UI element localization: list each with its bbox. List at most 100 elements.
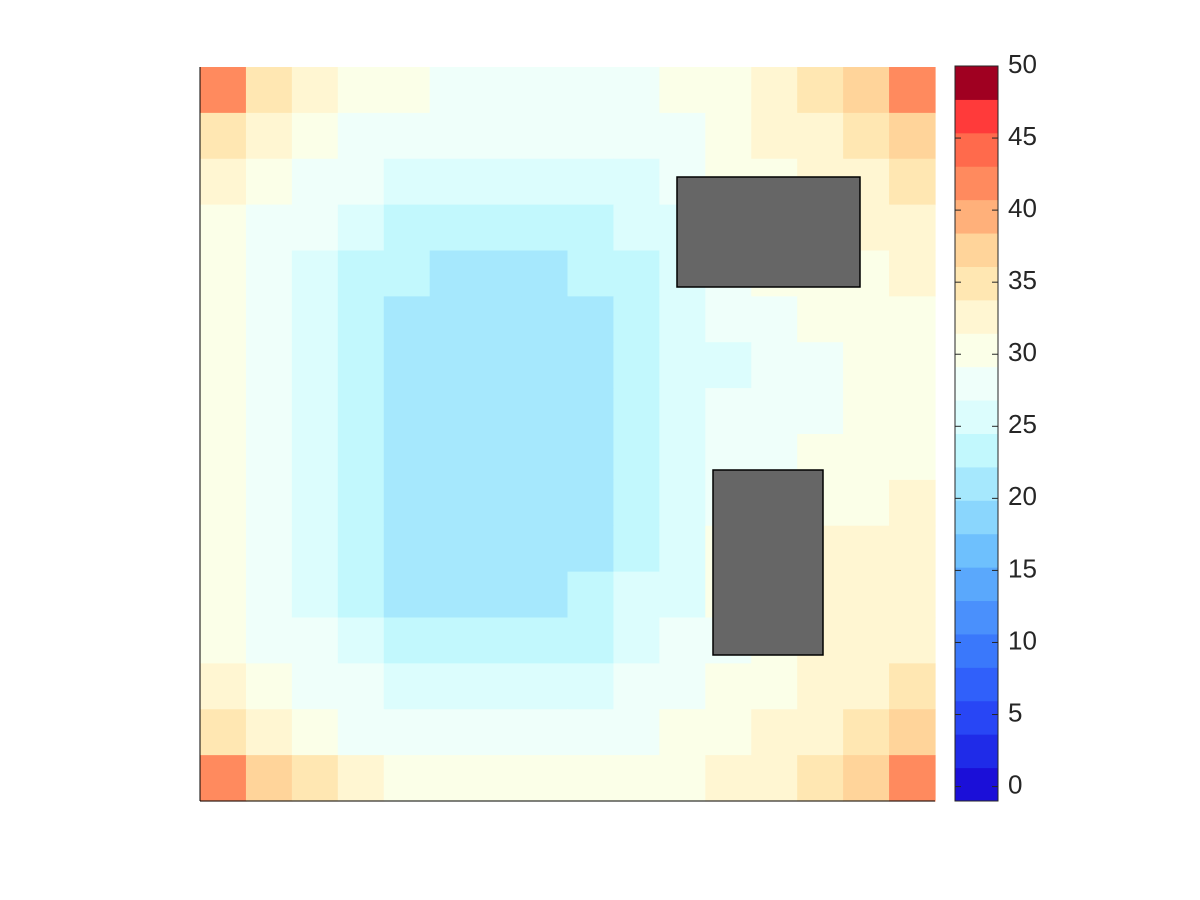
cell [843,617,890,664]
cell [475,67,523,114]
cell [567,434,615,481]
colorbar-tick-label: 30 [1008,337,1037,367]
cell [475,525,523,573]
cell [475,296,523,343]
cell [613,434,660,481]
cell [889,617,936,664]
cell [567,112,615,160]
cell [245,755,293,802]
cell [200,663,247,710]
cell [889,112,936,160]
cell [245,479,293,527]
cell [337,663,385,710]
cell [521,388,569,435]
cell [245,158,293,206]
cell [751,663,798,710]
colorbar-band [955,767,998,802]
cell [521,525,569,573]
colorbar-band [955,633,998,668]
cell [751,388,798,435]
cell [429,571,477,619]
cell [613,479,660,527]
cell [659,755,706,802]
colorbar-tick-label: 0 [1008,769,1022,799]
cell [245,67,293,114]
cell [567,617,615,664]
cell [291,434,339,481]
cell [843,342,890,389]
colorbar-tick-label: 10 [1008,625,1037,655]
colorbar-band [955,600,998,635]
cell [337,204,385,252]
cell [245,709,293,756]
cell [613,388,660,435]
cell [567,204,615,252]
cell [659,342,706,389]
cell [245,663,293,710]
cell [521,571,569,619]
colorbar: 0 5 10 15 20 25 30 35 40 45 50 [954,49,1037,802]
cell [889,571,936,619]
cell [337,158,385,206]
cell [383,342,431,389]
cell [521,250,569,297]
cell [383,158,431,206]
colorbar-tick-label: 5 [1008,697,1022,727]
colorbar-band [955,66,998,100]
cell [429,296,477,343]
cell [843,525,890,573]
cell [200,250,247,297]
cell [521,67,569,114]
cell [429,388,477,435]
cell [705,112,752,160]
cell [291,571,339,619]
cell [429,479,477,527]
cell [429,525,477,573]
cell [705,663,752,710]
cell [429,663,477,710]
cell [659,296,706,343]
cell [291,204,339,252]
cell [889,663,936,710]
cell [567,755,615,802]
cell [383,204,431,252]
colorbar-tick-label: 50 [1008,49,1037,79]
cell [475,388,523,435]
cell [200,709,247,756]
cell [383,755,431,802]
cell [291,158,339,206]
cell [567,158,615,206]
cell [475,571,523,619]
cell [659,663,706,710]
cell [337,755,385,802]
cell [475,112,523,160]
cell [521,663,569,710]
colorbar-frame [954,65,999,802]
colorbar-band [955,199,998,234]
cell [429,342,477,389]
cell [337,250,385,297]
cell [613,112,660,160]
cell [843,112,890,160]
cell [889,388,936,435]
cell [659,709,706,756]
cell [429,434,477,481]
cell [843,709,890,756]
cell [889,67,936,114]
cell [200,204,247,252]
cell [429,204,477,252]
cell [567,479,615,527]
cell [843,479,890,527]
cell [613,296,660,343]
cell [337,479,385,527]
cell [797,342,844,389]
cell [797,709,844,756]
cell [429,67,477,114]
cell [659,112,706,160]
colorbar-band [955,166,998,201]
cell [567,663,615,710]
cell [200,296,247,343]
cell [337,525,385,573]
cell [475,479,523,527]
cell [429,755,477,802]
